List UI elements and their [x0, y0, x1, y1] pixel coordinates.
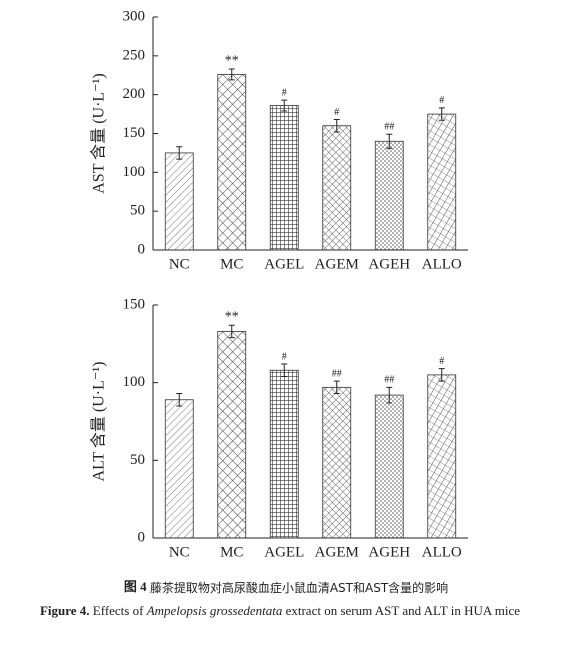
bar: [374, 394, 404, 539]
x-tick-label: AGEM: [315, 256, 359, 272]
caption-label: Figure 4.: [40, 603, 90, 618]
y-tick-label: 100: [123, 374, 146, 390]
x-tick-label: AGEM: [315, 544, 359, 560]
y-tick-label: 0: [138, 529, 146, 545]
x-tick-label: AGEL: [264, 256, 304, 272]
error-bar: [176, 393, 183, 407]
bar: [217, 331, 247, 539]
y-tick-label: 100: [123, 164, 146, 180]
caption-en: Figure 4. Effects of Ampelopsis grossede…: [40, 603, 520, 618]
y-tick-label: 0: [138, 241, 146, 257]
significance-mark: **: [225, 309, 239, 324]
significance-mark: ##: [384, 122, 394, 133]
y-tick-label: 150: [123, 296, 146, 312]
bar: [322, 125, 352, 251]
y-axis-label: AST 含量 (U·L⁻¹): [90, 73, 108, 194]
y-tick-label: 200: [123, 86, 146, 102]
error-bar: [281, 363, 288, 377]
bar: [164, 399, 194, 539]
x-tick-label: ALLO: [422, 256, 462, 272]
significance-mark: #: [282, 351, 287, 362]
x-tick-label: ALLO: [422, 544, 462, 560]
error-bar: [176, 146, 183, 160]
significance-mark: #: [439, 95, 444, 106]
caption-species: Ampelopsis grossedentata: [146, 603, 283, 618]
x-tick-label: MC: [220, 544, 243, 560]
y-axis-label: ALT 含量 (U·L⁻¹): [90, 362, 108, 482]
significance-mark: #: [439, 356, 444, 367]
error-bar: [386, 386, 393, 404]
caption-text: extract on serum AST and ALT in HUA mice: [286, 603, 521, 618]
bar: [427, 374, 457, 539]
caption-text: 藤茶提取物对高尿酸血症小鼠血清AST和AST含量的影响: [150, 580, 448, 595]
x-tick-label: NC: [169, 544, 190, 560]
bar: [217, 74, 247, 251]
bar: [374, 140, 404, 251]
x-tick-label: AGEH: [368, 256, 410, 272]
bar: [269, 369, 299, 539]
x-tick-label: NC: [169, 256, 190, 272]
error-bar: [386, 133, 393, 149]
error-bar: [438, 107, 445, 121]
caption-label: 图 4: [124, 579, 147, 594]
significance-mark: **: [225, 53, 239, 68]
error-bar: [438, 368, 445, 382]
x-tick-label: AGEH: [368, 544, 410, 560]
significance-mark: ##: [332, 368, 342, 379]
bar: [322, 386, 352, 539]
caption-cn: 图 4 藤茶提取物对高尿酸血症小鼠血清AST和AST含量的影响: [124, 579, 448, 595]
error-bar: [281, 99, 288, 112]
y-tick-label: 300: [123, 8, 146, 24]
bar: [269, 105, 299, 251]
x-tick-label: AGEL: [264, 544, 304, 560]
y-tick-label: 250: [123, 47, 146, 63]
bar: [164, 152, 194, 251]
y-tick-label: 50: [130, 203, 145, 219]
significance-mark: ##: [384, 375, 394, 386]
significance-mark: #: [334, 107, 339, 118]
caption-text: Effects of: [93, 603, 144, 618]
bar: [427, 113, 457, 251]
x-tick-label: MC: [220, 256, 243, 272]
y-tick-label: 150: [123, 125, 146, 141]
significance-mark: #: [282, 87, 287, 98]
error-bar: [228, 324, 235, 339]
error-bar: [333, 119, 340, 133]
error-bar: [228, 68, 235, 81]
error-bar: [333, 380, 340, 395]
y-tick-label: 50: [130, 452, 145, 468]
